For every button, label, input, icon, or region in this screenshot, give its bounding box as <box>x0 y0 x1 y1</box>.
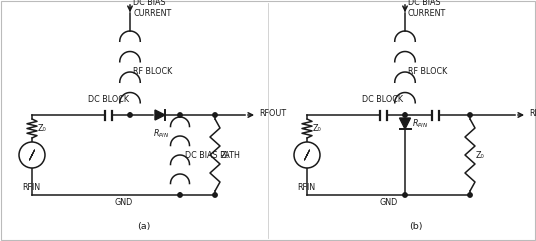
Circle shape <box>403 193 407 197</box>
Text: RF BLOCK: RF BLOCK <box>408 67 447 76</box>
Text: (b): (b) <box>410 222 423 231</box>
Text: Z₀: Z₀ <box>221 150 230 160</box>
Circle shape <box>213 113 217 117</box>
Circle shape <box>178 113 182 117</box>
Circle shape <box>294 142 320 168</box>
Text: $R_{PIN}$: $R_{PIN}$ <box>153 127 169 140</box>
Circle shape <box>468 113 472 117</box>
Text: RFIN: RFIN <box>297 183 315 192</box>
Text: DC BLOCK: DC BLOCK <box>87 95 129 104</box>
Text: Z₀: Z₀ <box>38 124 47 133</box>
Text: RFOUT: RFOUT <box>529 109 536 119</box>
Text: DC BIAS
CURRENT: DC BIAS CURRENT <box>133 0 171 18</box>
Text: DC BIAS
CURRENT: DC BIAS CURRENT <box>408 0 446 18</box>
Text: RF BLOCK: RF BLOCK <box>133 67 172 76</box>
Circle shape <box>128 113 132 117</box>
Circle shape <box>213 193 217 197</box>
Circle shape <box>468 193 472 197</box>
Text: (a): (a) <box>137 222 150 231</box>
Circle shape <box>19 142 45 168</box>
Text: Z₀: Z₀ <box>313 124 322 133</box>
Text: $R_{PIN}$: $R_{PIN}$ <box>412 117 429 130</box>
Polygon shape <box>399 118 411 129</box>
Text: GND: GND <box>114 198 132 207</box>
Text: GND: GND <box>379 198 398 207</box>
Text: RFIN: RFIN <box>22 183 40 192</box>
Text: DC BIAS PATH: DC BIAS PATH <box>185 150 240 160</box>
Circle shape <box>403 113 407 117</box>
Circle shape <box>178 193 182 197</box>
Text: Z₀: Z₀ <box>476 150 485 160</box>
Text: DC BLOCK: DC BLOCK <box>362 95 404 104</box>
Text: RFOUT: RFOUT <box>259 109 286 119</box>
Polygon shape <box>155 110 165 120</box>
